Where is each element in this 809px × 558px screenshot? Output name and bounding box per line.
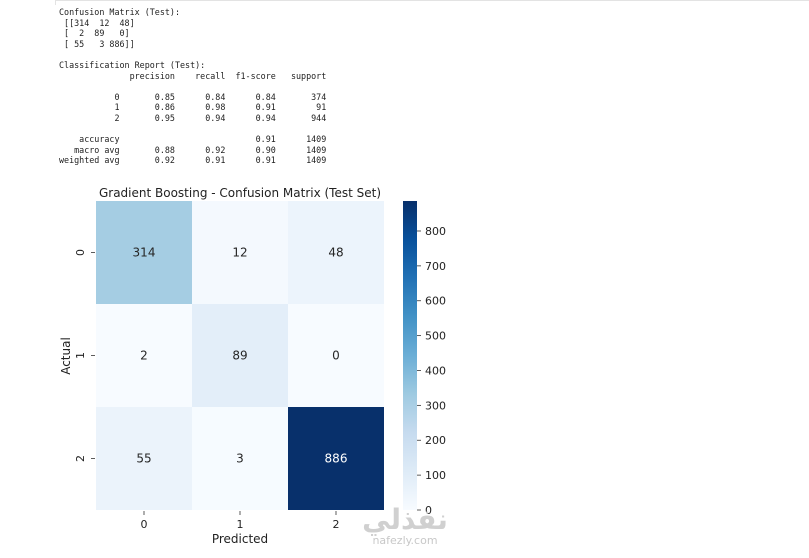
x-axis-label: Predicted bbox=[212, 532, 268, 546]
cell-divider bbox=[55, 0, 809, 5]
cell-value-label: 89 bbox=[232, 349, 247, 363]
cell-value-label: 314 bbox=[133, 246, 156, 260]
y-tick-label: 0 bbox=[74, 249, 87, 256]
cell-value-label: 0 bbox=[332, 349, 340, 363]
heatmap-cell bbox=[288, 201, 384, 304]
heatmap-cell bbox=[96, 407, 192, 510]
colorbar-tick-label: 400 bbox=[425, 364, 446, 377]
y-tick-label: 2 bbox=[74, 455, 87, 462]
heatmap-cell bbox=[288, 304, 384, 407]
x-tick-label: 0 bbox=[141, 518, 148, 531]
heatmap-cell bbox=[192, 304, 288, 407]
colorbar-tick-label: 200 bbox=[425, 434, 446, 447]
cell-value-label: 48 bbox=[328, 246, 343, 260]
watermark: نفذلي nafezly.com bbox=[355, 505, 455, 547]
cell-value-label: 3 bbox=[236, 452, 244, 466]
y-tick-label: 1 bbox=[74, 352, 87, 359]
watermark-url: nafezly.com bbox=[372, 534, 438, 547]
colorbar-tick-label: 100 bbox=[425, 469, 446, 482]
watermark-logo: نفذلي bbox=[362, 503, 448, 536]
colorbar bbox=[403, 201, 417, 510]
heatmap-cell bbox=[96, 201, 192, 304]
colorbar-tick-label: 500 bbox=[425, 330, 446, 343]
chart-title: Gradient Boosting - Confusion Matrix (Te… bbox=[99, 186, 381, 200]
heatmap-cell bbox=[192, 407, 288, 510]
console-output: Confusion Matrix (Test): [[314 12 48] [ … bbox=[59, 7, 327, 166]
colorbar-tick-label: 0 bbox=[425, 504, 432, 517]
colorbar-tick-label: 700 bbox=[425, 260, 446, 273]
heatmap-cell bbox=[192, 201, 288, 304]
colorbar-tick-label: 800 bbox=[425, 225, 446, 238]
heatmap-cell bbox=[96, 304, 192, 407]
cell-value-label: 2 bbox=[140, 349, 148, 363]
cell-value-label: 886 bbox=[325, 452, 348, 466]
cell-value-label: 12 bbox=[232, 246, 247, 260]
y-axis-label: Actual bbox=[59, 337, 73, 375]
x-tick-label: 2 bbox=[333, 518, 340, 531]
x-tick-label: 1 bbox=[237, 518, 244, 531]
cell-value-label: 55 bbox=[136, 452, 151, 466]
heatmap-cell bbox=[288, 407, 384, 510]
colorbar-tick-label: 300 bbox=[425, 399, 446, 412]
colorbar-tick-label: 600 bbox=[425, 295, 446, 308]
